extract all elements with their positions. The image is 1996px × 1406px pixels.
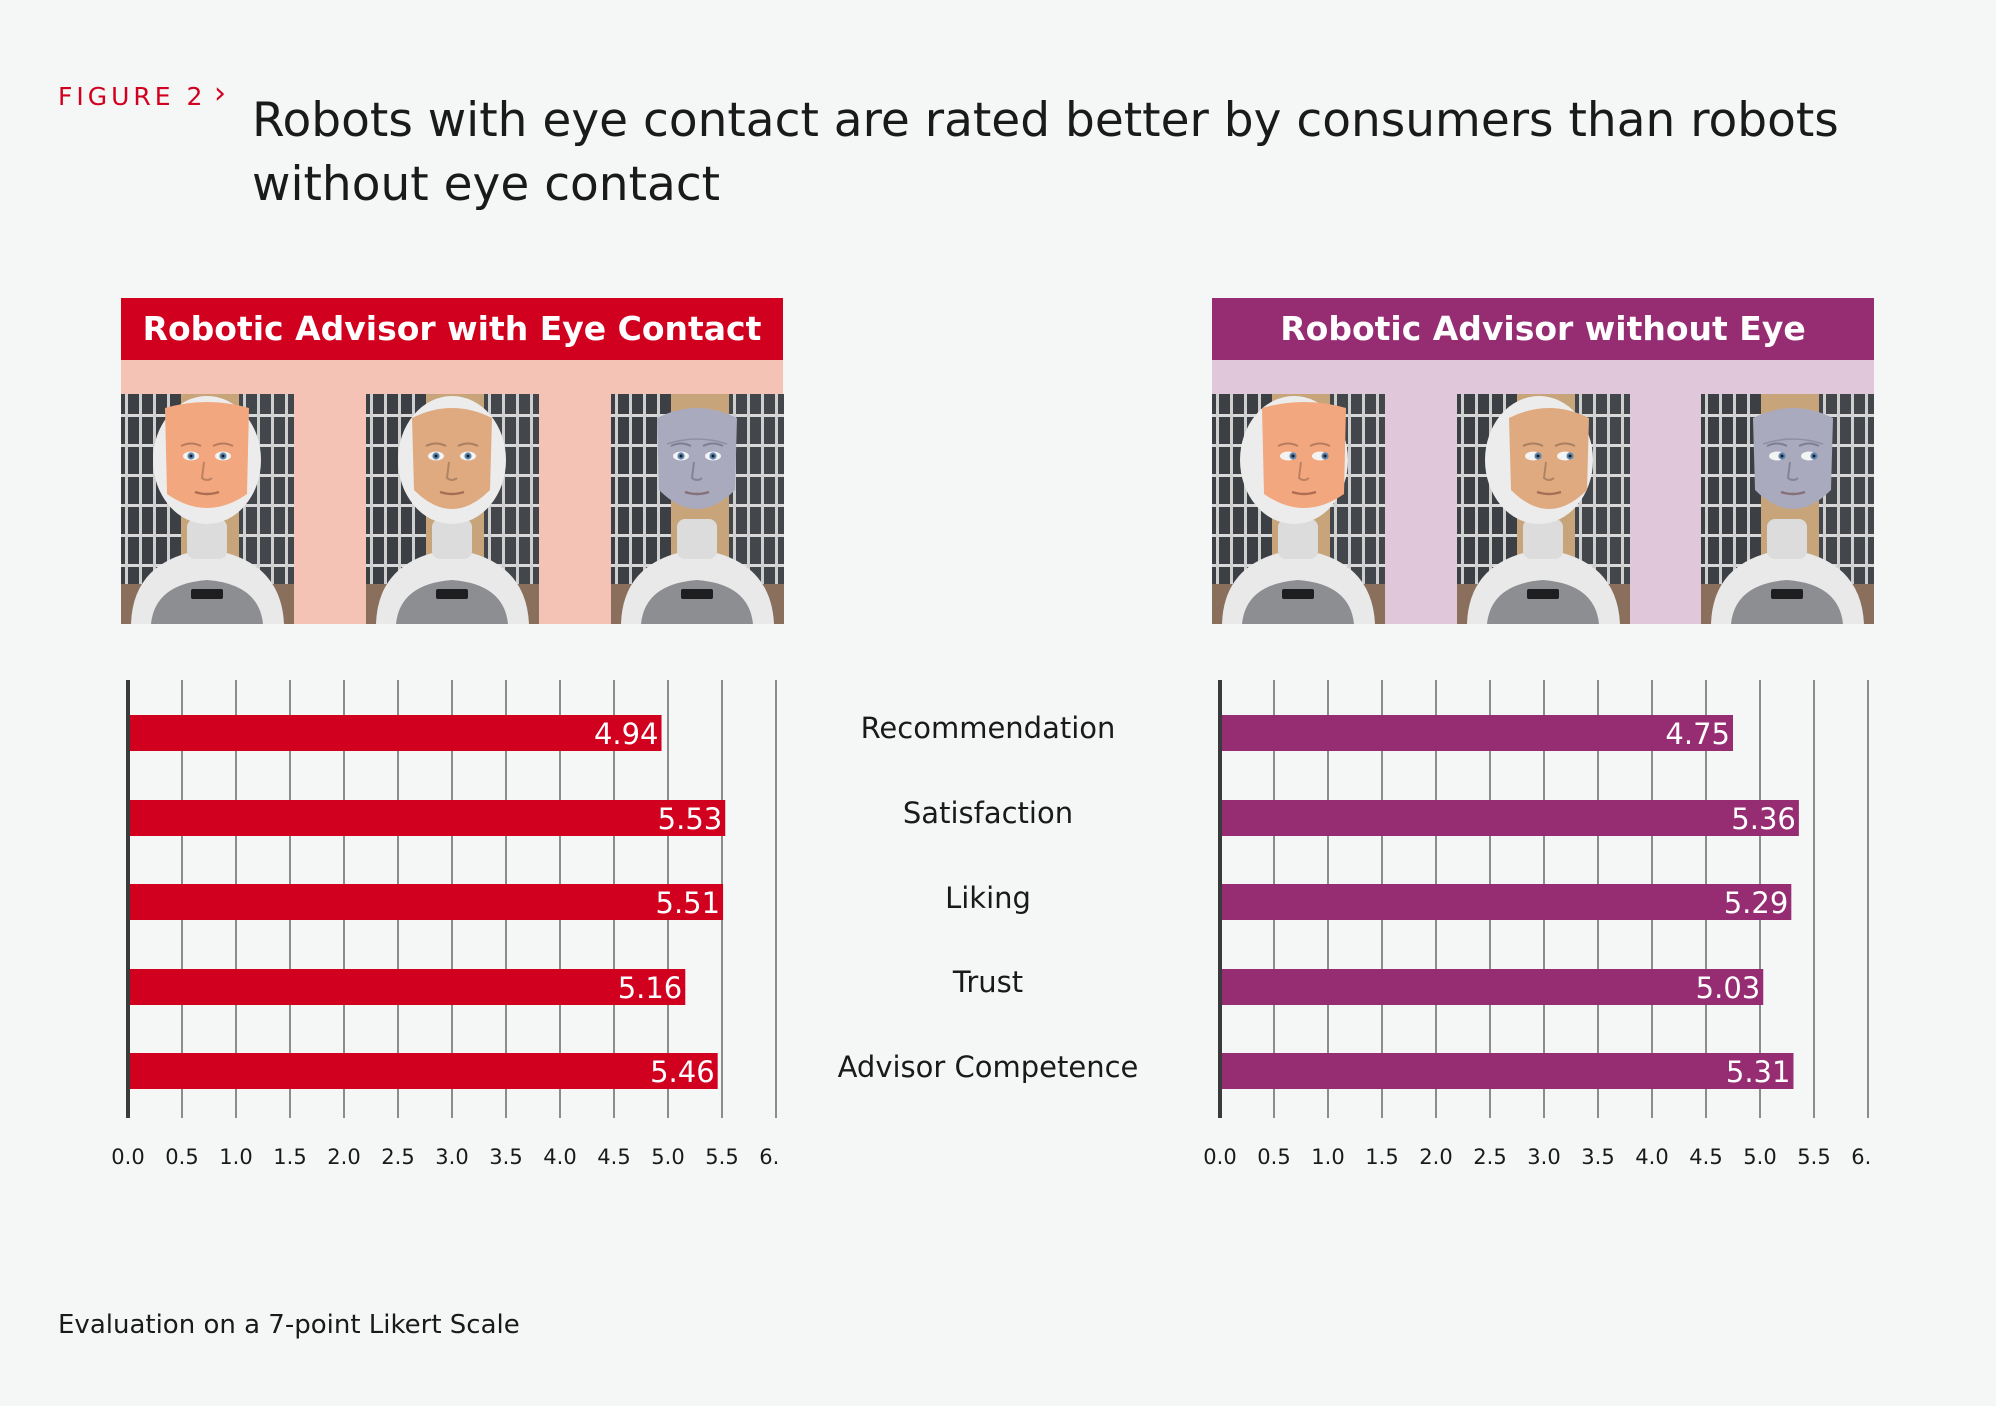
robot-photo xyxy=(121,394,294,624)
bar-chart-without-eye-contact: 4.75 5.36 5.29 5.03 5.31 0.0 0.5 1.0 1.5 2.0 2.5 3.… xyxy=(1203,680,1872,1169)
bar-value-label: 4.75 xyxy=(1665,717,1730,751)
x-tick-label: 6.0 xyxy=(759,1145,780,1169)
bar xyxy=(128,884,724,920)
footnote: Evaluation on a 7-point Likert Scale xyxy=(58,1310,520,1340)
bar-value-label: 5.46 xyxy=(650,1055,715,1089)
x-tick-label: 2.0 xyxy=(327,1145,360,1169)
x-tick-label: 5.0 xyxy=(1743,1145,1776,1169)
robot-illustration xyxy=(1457,394,1630,624)
x-tick-label: 3.0 xyxy=(435,1145,468,1169)
x-tick-label: 0.0 xyxy=(1203,1145,1236,1169)
panel-with-eye-contact: Robotic Advisor with Eye Contact xyxy=(121,298,784,624)
category-labels: Recommendation Satisfaction Liking Trust… xyxy=(790,675,1186,1175)
robot-photo xyxy=(366,394,539,624)
robot-illustration xyxy=(611,394,784,624)
category-label: Recommendation xyxy=(860,711,1116,745)
bar-value-label: 5.31 xyxy=(1726,1055,1791,1089)
bar-value-label: 5.36 xyxy=(1731,802,1796,836)
robot-photo xyxy=(611,394,784,624)
bar xyxy=(1220,1053,1794,1089)
x-tick-label: 5.0 xyxy=(651,1145,684,1169)
x-tick-label: 6.0 xyxy=(1851,1145,1872,1169)
x-tick-label: 1.5 xyxy=(273,1145,306,1169)
x-tick-label: 4.0 xyxy=(543,1145,576,1169)
robot-photo xyxy=(1701,394,1874,624)
bar-value-label: 5.29 xyxy=(1724,886,1789,920)
panel-without-eye-contact: Robotic Advisor without Eye Contact xyxy=(1212,298,1874,624)
bar-chart-with-eye-contact: 4.94 5.53 5.51 5.16 5.46 0.0 0.5 1.0 1.5 2.0 2.5 3.… xyxy=(111,680,780,1169)
x-tick-label: 4.5 xyxy=(1689,1145,1722,1169)
bar xyxy=(1220,715,1733,751)
x-tick-label: 3.5 xyxy=(489,1145,522,1169)
x-tick-label: 2.0 xyxy=(1419,1145,1452,1169)
robot-illustration xyxy=(121,394,294,624)
bar xyxy=(1220,969,1764,1005)
chevron-right-icon: › xyxy=(214,76,226,111)
robot-illustration xyxy=(1701,394,1874,624)
category-label: Liking xyxy=(945,881,1031,915)
category-label: Satisfaction xyxy=(902,796,1074,830)
bar-value-label: 5.16 xyxy=(618,971,683,1005)
bar xyxy=(128,715,662,751)
robot-photo xyxy=(1212,394,1385,624)
x-tick-label: 4.5 xyxy=(597,1145,630,1169)
figure-title: Robots with eye contact are rated better… xyxy=(252,93,1839,213)
x-tick-label: 5.5 xyxy=(705,1145,738,1169)
category-label: Trust xyxy=(952,965,1024,999)
x-tick-label: 2.5 xyxy=(381,1145,414,1169)
x-tick-label: 0.5 xyxy=(165,1145,198,1169)
x-tick-label: 1.0 xyxy=(1311,1145,1344,1169)
bar xyxy=(1220,800,1799,836)
panel-header: Robotic Advisor without Eye Contact xyxy=(1212,298,1874,410)
robot-illustration xyxy=(1212,394,1385,624)
robot-illustration xyxy=(366,394,539,624)
x-tick-label: 2.5 xyxy=(1473,1145,1506,1169)
x-tick-label: 1.5 xyxy=(1365,1145,1398,1169)
bar-value-label: 5.03 xyxy=(1696,971,1761,1005)
x-tick-label: 3.5 xyxy=(1581,1145,1614,1169)
bar xyxy=(128,800,726,836)
x-tick-label: 4.0 xyxy=(1635,1145,1668,1169)
bar-value-label: 5.53 xyxy=(658,802,723,836)
figure-label: FIGURE 2 xyxy=(58,82,207,111)
robot-photo xyxy=(1457,394,1630,624)
bar xyxy=(128,1053,718,1089)
x-tick-label: 0.5 xyxy=(1257,1145,1290,1169)
bar xyxy=(1220,884,1792,920)
bar-value-label: 5.51 xyxy=(656,886,721,920)
panel-header: Robotic Advisor with Eye Contact xyxy=(121,298,783,360)
panel-image-strip xyxy=(121,360,784,624)
category-label: Advisor Competence xyxy=(837,1050,1139,1084)
panel-image-strip xyxy=(1212,360,1874,624)
x-tick-label: 1.0 xyxy=(219,1145,252,1169)
bar xyxy=(128,969,686,1005)
x-tick-label: 0.0 xyxy=(111,1145,144,1169)
bar-value-label: 4.94 xyxy=(594,717,659,751)
x-tick-label: 3.0 xyxy=(1527,1145,1560,1169)
x-tick-label: 5.5 xyxy=(1797,1145,1830,1169)
